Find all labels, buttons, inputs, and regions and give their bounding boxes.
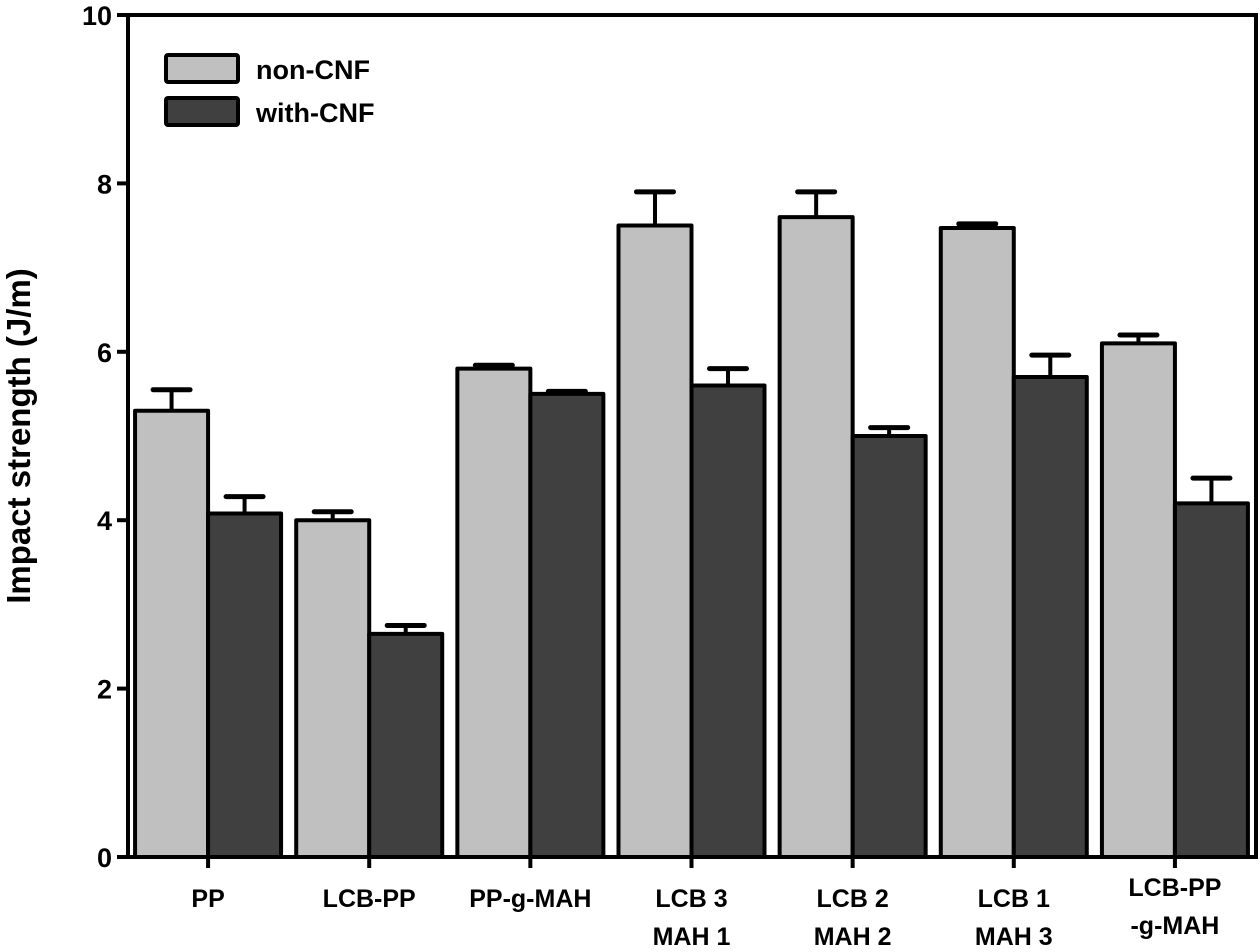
x-category-label: LCB 2 [817,885,889,913]
bar-with-CNF [689,383,767,859]
bar-with-CNF [850,434,928,859]
x-category-label: LCB 3 [655,885,727,913]
x-category-label: -g-MAH [1130,912,1219,940]
bar-non-CNF [455,366,533,859]
legend-label: non-CNF [256,55,370,85]
bar-group [294,509,445,859]
bar-with-CNF [528,391,606,859]
bar-with-CNF [206,511,284,859]
y-axis: 0 2 4 6 8 10 [82,1,128,873]
bar-group [777,189,928,859]
y-tick-label: 10 [82,1,112,31]
bar-group [616,189,767,859]
legend-swatch-with-CNF [164,96,240,127]
bar-with-CNF [367,631,445,859]
bar-group [133,387,284,859]
x-category-label: PP-g-MAH [469,885,591,913]
bar-group [455,362,606,859]
y-tick-label: 2 [97,675,112,705]
bar-non-CNF [133,408,211,859]
bar-non-CNF [1099,341,1177,859]
x-category-label: MAH 1 [653,923,731,951]
bar-non-CNF [938,226,1016,859]
x-category-label: LCB-PP [1128,874,1221,902]
y-tick-label: 0 [97,843,112,873]
legend: non-CNF with-CNF [164,53,374,128]
x-category-label: PP [191,885,224,913]
bars-layer [133,189,1250,859]
bar-with-CNF [1172,501,1250,859]
y-tick-label: 6 [97,338,112,368]
y-tick-label: 8 [97,169,112,199]
bar-with-CNF [1011,375,1089,859]
legend-swatch-non-CNF [164,53,240,84]
x-category-label: MAH 3 [975,923,1053,951]
y-tick-label: 4 [97,506,112,536]
y-axis-title: Impact strength (J/m) [0,268,37,604]
x-axis: PP LCB-PP PP-g-MAH LCB 3 MAH 1 LCB 2 MAH 2 LCB … [191,857,1221,951]
bar-non-CNF [777,215,855,859]
legend-label: with-CNF [255,98,374,128]
bar-group [938,221,1089,859]
bar-non-CNF [294,518,372,859]
x-category-label: MAH 2 [814,923,892,951]
bar-non-CNF [616,223,694,859]
bar-group [1099,332,1250,859]
x-category-label: LCB-PP [323,885,416,913]
x-category-label: LCB 1 [978,885,1050,913]
